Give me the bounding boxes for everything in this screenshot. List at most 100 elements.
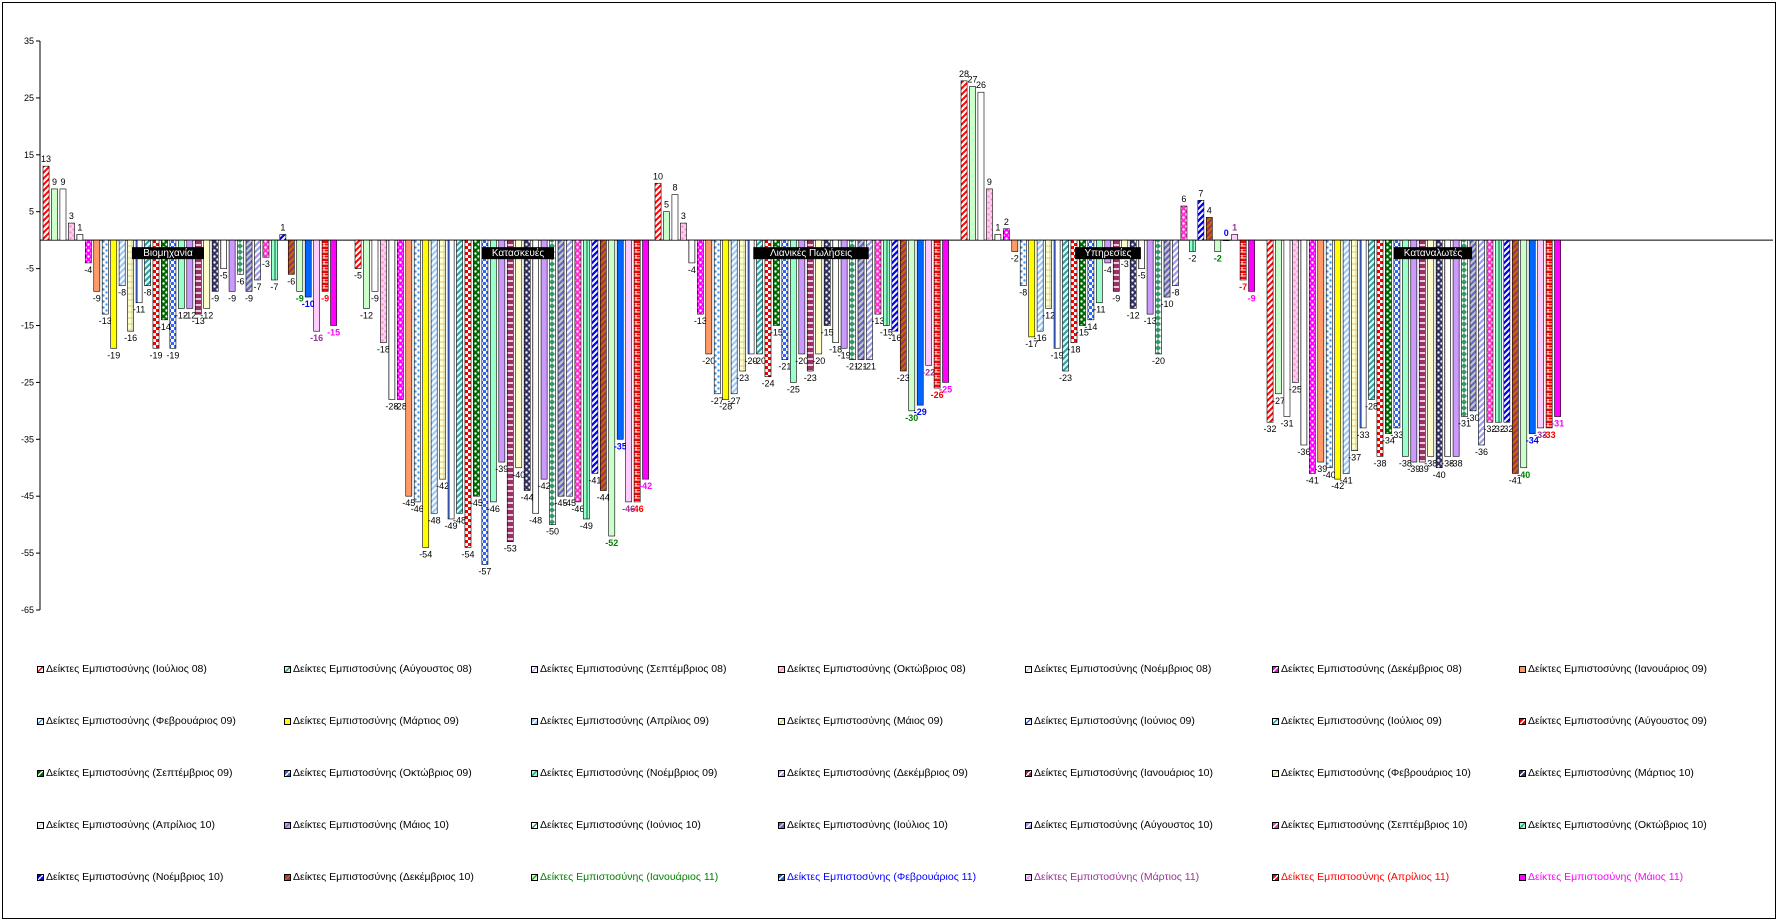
category-label: Λιανικές Πωλήσεις bbox=[753, 247, 869, 260]
legend-label: Δείκτες Εμπιστοσύνης (Ιούνιος 10) bbox=[540, 819, 701, 831]
bar bbox=[1410, 239, 1418, 463]
legend-label: Δείκτες Εμπιστοσύνης (Μάρτιος 09) bbox=[293, 715, 459, 727]
data-label: -48 bbox=[428, 515, 441, 525]
data-label: -27 bbox=[1272, 396, 1285, 406]
legend-swatch bbox=[37, 769, 44, 777]
bar bbox=[1418, 239, 1426, 463]
bar bbox=[430, 239, 438, 514]
legend-item: Δείκτες Εμπιστοσύνης (Σεπτέμβριος 09) bbox=[37, 767, 232, 779]
legend-swatch bbox=[778, 821, 785, 829]
legend-item: Δείκτες Εμπιστοσύνης (Μάρτιος 09) bbox=[284, 715, 459, 727]
bar bbox=[1537, 239, 1545, 429]
data-label: -5 bbox=[354, 271, 362, 281]
bar bbox=[633, 239, 641, 503]
legend-item: Δείκτες Εμπιστοσύνης (Φεβρουάριος 11) bbox=[778, 871, 976, 883]
data-label: -16 bbox=[124, 333, 137, 343]
bar bbox=[1545, 239, 1553, 429]
bar bbox=[574, 239, 582, 503]
data-label: -45 bbox=[555, 498, 568, 508]
bar bbox=[262, 239, 270, 258]
data-label: -41 bbox=[1306, 475, 1319, 485]
legend-label: Δείκτες Εμπιστοσύνης (Αύγουστος 08) bbox=[293, 663, 472, 675]
data-label: -34 bbox=[1382, 436, 1395, 446]
legend-item: Δείκτες Εμπιστοσύνης (Ιούλιος 09) bbox=[1272, 715, 1442, 727]
bar bbox=[608, 239, 616, 537]
bar bbox=[380, 239, 387, 343]
bar bbox=[1283, 239, 1291, 417]
bar bbox=[1248, 239, 1255, 292]
bar bbox=[1503, 239, 1511, 423]
data-label: -19 bbox=[838, 350, 851, 360]
data-label: -46 bbox=[411, 504, 424, 514]
bar bbox=[806, 239, 814, 372]
bar bbox=[101, 239, 109, 315]
legend-label: Δείκτες Εμπιστοσύνης (Απρίλιος 09) bbox=[540, 715, 709, 727]
bar bbox=[371, 239, 379, 292]
bar bbox=[1053, 239, 1061, 349]
data-label: -25 bbox=[1289, 384, 1302, 394]
bar bbox=[1317, 239, 1325, 463]
bar bbox=[110, 239, 118, 349]
data-label: -36 bbox=[1297, 447, 1310, 457]
bar bbox=[439, 239, 446, 480]
data-label: -28 bbox=[1365, 401, 1378, 411]
bar bbox=[464, 239, 472, 548]
bar bbox=[566, 239, 573, 497]
data-label: -36 bbox=[1475, 447, 1488, 457]
data-label: -12 bbox=[1127, 310, 1140, 320]
legend-swatch bbox=[37, 665, 44, 673]
data-label: -7 bbox=[1239, 282, 1247, 292]
legend-label: Δείκτες Εμπιστοσύνης (Μάιος 10) bbox=[293, 819, 449, 831]
legend-item: Δείκτες Εμπιστοσύνης (Σεπτέμβριος 10) bbox=[1272, 819, 1467, 831]
bar bbox=[540, 239, 548, 480]
bar bbox=[354, 239, 362, 269]
data-label: -12 bbox=[183, 310, 196, 320]
bar bbox=[313, 239, 321, 332]
bar bbox=[1342, 239, 1350, 474]
bar bbox=[1402, 239, 1409, 457]
bar bbox=[866, 239, 873, 360]
bar bbox=[473, 239, 480, 497]
data-label: 1 bbox=[995, 222, 1000, 232]
legend-item: Δείκτες Εμπιστοσύνης (Νοέμβριος 08) bbox=[1025, 663, 1211, 675]
legend-swatch bbox=[1519, 717, 1526, 725]
bar bbox=[680, 222, 687, 241]
bar bbox=[144, 239, 151, 286]
bar bbox=[447, 239, 455, 520]
legend-label: Δείκτες Εμπιστοσύνης (Μάρτιος 10) bbox=[1528, 767, 1694, 779]
bar bbox=[211, 239, 219, 292]
data-label: -7 bbox=[270, 282, 278, 292]
bar bbox=[916, 239, 924, 406]
data-label: -15 bbox=[821, 328, 834, 338]
legend-swatch bbox=[778, 769, 785, 777]
bar bbox=[321, 239, 329, 292]
data-label: -40 bbox=[1517, 470, 1530, 480]
legend-item: Δείκτες Εμπιστοσύνης (Δεκέμβριος 09) bbox=[778, 767, 968, 779]
legend-label: Δείκτες Εμπιστοσύνης (Ιανουάριος 09) bbox=[1528, 663, 1708, 675]
legend-label: Δείκτες Εμπιστοσύνης (Νοέμβριος 09) bbox=[540, 767, 718, 779]
data-label: -13 bbox=[871, 316, 884, 326]
bar bbox=[515, 239, 523, 469]
bar bbox=[456, 239, 463, 514]
bar bbox=[925, 239, 933, 366]
bar bbox=[1435, 239, 1443, 469]
data-label: -11 bbox=[133, 305, 145, 315]
bar bbox=[1266, 239, 1274, 423]
bar bbox=[1112, 239, 1120, 292]
data-label: -16 bbox=[310, 333, 323, 343]
data-label: -46 bbox=[571, 504, 584, 514]
category-label: Βιομηχανία bbox=[132, 247, 204, 260]
bar bbox=[616, 239, 624, 440]
data-label: -50 bbox=[546, 527, 559, 537]
data-label: 9 bbox=[52, 177, 57, 187]
legend-item: Δείκτες Εμπιστοσύνης (Ιούλιος 08) bbox=[37, 663, 207, 675]
y-tick-label: -65 bbox=[21, 605, 34, 615]
data-label: -42 bbox=[436, 481, 449, 491]
data-label: -21 bbox=[778, 362, 791, 372]
legend-label: Δείκτες Εμπιστοσύνης (Οκτώβριος 10) bbox=[1528, 819, 1707, 831]
data-label: -46 bbox=[622, 504, 635, 514]
legend-label: Δείκτες Εμπιστοσύνης (Ιανουάριος 10) bbox=[1034, 767, 1214, 779]
bar bbox=[245, 239, 253, 292]
y-tick-label: -25 bbox=[21, 377, 34, 387]
data-label: -20 bbox=[1152, 356, 1165, 366]
